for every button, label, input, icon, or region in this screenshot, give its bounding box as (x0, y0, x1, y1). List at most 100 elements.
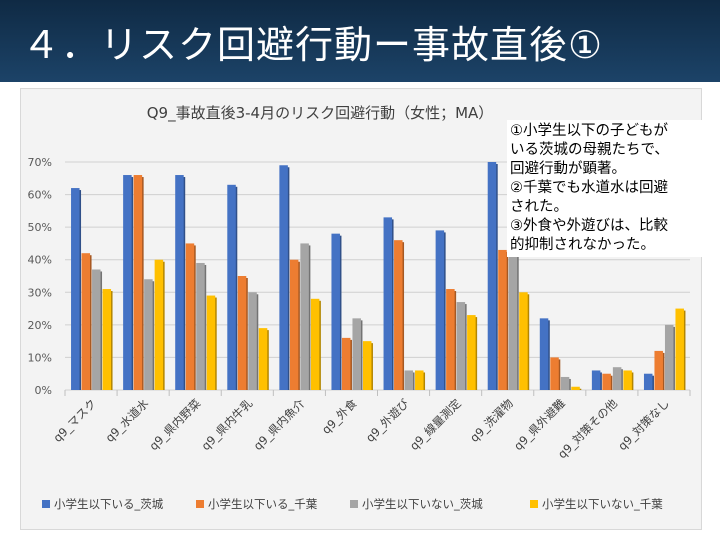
x-tick-label: q9_洗濯物 (467, 396, 516, 445)
bar (175, 175, 184, 390)
bar (196, 262, 205, 390)
bar-side (203, 264, 207, 390)
bar (71, 188, 80, 390)
bar-side (349, 339, 352, 390)
bar-side (516, 255, 519, 390)
bar (612, 367, 622, 390)
bar-side (599, 372, 602, 390)
bar (560, 376, 570, 390)
y-tick-label: 30% (28, 286, 52, 299)
annotation-line: ②千葉でも水道水は回避 (510, 180, 668, 196)
bar-side (234, 186, 238, 390)
y-tick-label: 50% (28, 221, 52, 234)
bar-side (620, 369, 623, 390)
bar (664, 324, 674, 390)
bar (519, 292, 528, 390)
bar-side (255, 294, 259, 390)
bar-side (307, 245, 311, 390)
bar (237, 276, 247, 390)
bar-side (401, 242, 405, 390)
legend-swatch (350, 500, 358, 508)
bar (102, 289, 112, 390)
bar (123, 175, 132, 390)
bar (289, 259, 299, 390)
slide-title: ４．リスク回避行動ー事故直後① (22, 23, 604, 67)
bar (675, 308, 684, 390)
bar (352, 318, 361, 390)
bar-side (297, 261, 300, 390)
bar (467, 315, 476, 390)
bar-side (141, 177, 144, 390)
bar (508, 253, 518, 390)
x-tick-label: q9_県内魚介 (251, 396, 308, 453)
bar (383, 217, 393, 390)
chart-title: Q9_事故直後3-4月のリスク回避行動（女性；MA） (147, 104, 494, 123)
bar-side (651, 375, 654, 390)
bar-side (568, 378, 571, 390)
x-tick-label: q9_外食 (319, 396, 360, 437)
bar-side (151, 281, 155, 390)
annotation-line: いる茨城の母親たちで、 (510, 142, 669, 158)
bar-side (422, 372, 426, 390)
bar-side (89, 255, 92, 390)
bar-side (547, 320, 550, 390)
bar-side (370, 343, 373, 390)
bar (571, 386, 580, 390)
bar (144, 279, 153, 390)
y-tick-label: 70% (28, 156, 52, 169)
bar (487, 162, 497, 390)
bar (185, 243, 195, 390)
bar-side (130, 177, 134, 390)
bar (539, 318, 549, 390)
bar (643, 373, 653, 390)
bar-side (162, 261, 165, 390)
bar (248, 292, 257, 390)
bar (133, 175, 143, 390)
bar-side (672, 326, 675, 390)
x-tick-label: q9_県外避難 (511, 396, 568, 453)
bar-side (578, 388, 582, 390)
slide-header: ４．リスク回避行動ー事故直後① (0, 0, 720, 82)
bar-side (182, 177, 186, 390)
x-tick-label: q9_水道水 (103, 396, 152, 445)
bar-side (474, 317, 478, 390)
bar (206, 295, 216, 390)
x-tick-label: q9_県内牛乳 (199, 396, 256, 453)
bar-side (391, 219, 394, 390)
bar-side (661, 352, 665, 390)
x-tick-label: q9_マスク (50, 396, 99, 445)
bar (446, 289, 455, 390)
y-tick-label: 0% (35, 384, 52, 397)
annotation-line: 回避行動が顕著。 (510, 161, 626, 177)
bar (341, 337, 351, 390)
bar (550, 357, 559, 390)
bar-side (266, 330, 269, 390)
bar (258, 328, 268, 390)
bar-side (453, 291, 457, 390)
bar (404, 370, 414, 390)
bar (602, 373, 611, 390)
bar-side (443, 232, 446, 390)
bar-side (609, 375, 613, 390)
bar-side (245, 278, 248, 390)
annotation-line: 的抑制されなかった。 (510, 237, 655, 253)
bar-side (78, 190, 82, 390)
annotation-line: ③外食や外遊びは、比較 (510, 218, 668, 234)
y-tick-label: 60% (28, 189, 52, 202)
bar (331, 233, 340, 390)
x-tick-label: q9_外遊び (363, 396, 412, 445)
bar-side (412, 372, 415, 390)
bar (154, 259, 164, 390)
bar (81, 253, 91, 390)
annotation-line: された。 (510, 199, 568, 215)
x-tick-label: q9_対策なし (615, 396, 672, 453)
bar-side (110, 291, 113, 390)
bar (394, 240, 403, 390)
bar (362, 341, 372, 390)
bar (310, 298, 320, 390)
bar-side (214, 297, 217, 390)
bar-side (318, 300, 321, 390)
bar (300, 243, 309, 390)
bar (227, 184, 236, 390)
